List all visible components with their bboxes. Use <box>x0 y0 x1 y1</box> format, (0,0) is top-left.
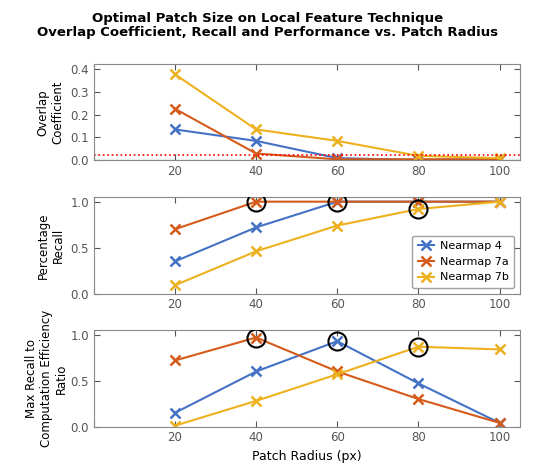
Nearmap 4 <box>415 199 422 204</box>
Nearmap 7a <box>253 199 259 204</box>
Y-axis label: Overlap
Coefficient: Overlap Coefficient <box>37 81 65 144</box>
Nearmap 7b <box>253 248 259 254</box>
Line: Nearmap 7b: Nearmap 7b <box>170 197 504 290</box>
Text: Overlap Coefficient, Recall and Performance vs. Patch Radius: Overlap Coefficient, Recall and Performa… <box>38 26 498 39</box>
Text: Optimal Patch Size on Local Feature Technique: Optimal Patch Size on Local Feature Tech… <box>92 12 444 25</box>
Nearmap 4 <box>172 258 178 264</box>
Nearmap 7a <box>496 199 503 204</box>
Nearmap 7a <box>172 227 178 232</box>
Y-axis label: Max Recall to
Computation Efficiency
Ratio: Max Recall to Computation Efficiency Rat… <box>25 310 68 447</box>
Line: Nearmap 4: Nearmap 4 <box>170 197 504 266</box>
Nearmap 4 <box>496 199 503 204</box>
Nearmap 7a <box>415 199 422 204</box>
Line: Nearmap 7a: Nearmap 7a <box>170 197 504 234</box>
Nearmap 4 <box>253 225 259 230</box>
Y-axis label: Percentage
Recall: Percentage Recall <box>37 212 65 279</box>
Legend: Nearmap 4, Nearmap 7a, Nearmap 7b: Nearmap 4, Nearmap 7a, Nearmap 7b <box>412 236 515 288</box>
Nearmap 7b <box>172 283 178 288</box>
Nearmap 7b <box>496 199 503 204</box>
Nearmap 4 <box>334 199 340 204</box>
X-axis label: Patch Radius (px): Patch Radius (px) <box>252 450 362 463</box>
Nearmap 7b <box>334 223 340 228</box>
Nearmap 7a <box>334 199 340 204</box>
Nearmap 7b <box>415 206 422 212</box>
